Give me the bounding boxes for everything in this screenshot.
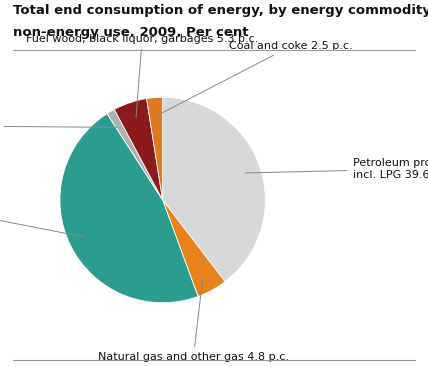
Wedge shape — [60, 114, 198, 303]
Text: Coal and coke 2.5 p.c.: Coal and coke 2.5 p.c. — [158, 41, 353, 115]
Text: Electricity
46.5 p.c.: Electricity 46.5 p.c. — [0, 200, 84, 237]
Wedge shape — [146, 97, 163, 200]
Text: Petroleum products,
incl. LPG 39.6 p.c.: Petroleum products, incl. LPG 39.6 p.c. — [245, 159, 428, 180]
Wedge shape — [163, 97, 265, 281]
Wedge shape — [107, 109, 163, 200]
Text: District heating
1.3 p.c.: District heating 1.3 p.c. — [0, 115, 117, 137]
Wedge shape — [114, 99, 163, 200]
Text: Fuel wood, black liquor, garbages 5.3 p.c.: Fuel wood, black liquor, garbages 5.3 p.… — [26, 34, 258, 117]
Text: non-energy use. 2009. Per cent: non-energy use. 2009. Per cent — [13, 26, 248, 39]
Text: Total end consumption of energy, by energy commodity, incl.: Total end consumption of energy, by ener… — [13, 4, 428, 17]
Wedge shape — [163, 200, 225, 297]
Text: Natural gas and other gas 4.8 p.c.: Natural gas and other gas 4.8 p.c. — [98, 277, 289, 362]
